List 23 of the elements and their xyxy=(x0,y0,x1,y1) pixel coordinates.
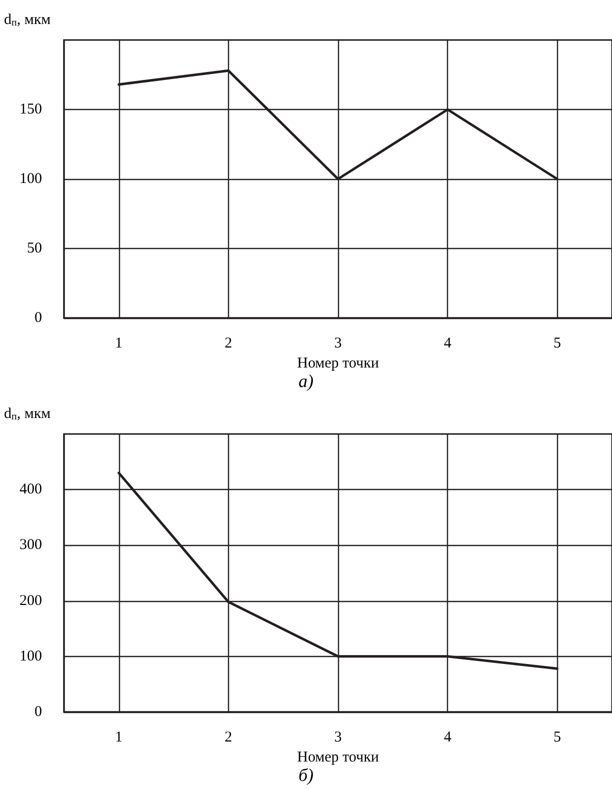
y-tick-label: 150 xyxy=(20,102,42,118)
x-tick-label: 4 xyxy=(444,336,452,352)
x-tick-label: 2 xyxy=(224,730,232,746)
x-tick-label: 2 xyxy=(224,336,232,352)
y-tick-label: 0 xyxy=(34,310,42,326)
text: б) xyxy=(298,765,314,785)
x-tick-label: 3 xyxy=(334,336,342,352)
x-tick-label: 5 xyxy=(553,336,561,352)
x-tick-label: 1 xyxy=(115,336,123,352)
y-tick-label: 200 xyxy=(20,592,42,609)
x-tick-label: 1 xyxy=(115,730,123,746)
text: а) xyxy=(298,371,314,391)
y-tick-label: 400 xyxy=(20,482,42,498)
y-tick-label: 0 xyxy=(34,704,42,720)
x-axis-title: Номер точки xyxy=(297,749,379,766)
y-tick-label: 100 xyxy=(20,648,42,664)
x-tick-label: 3 xyxy=(334,730,342,746)
x-tick-label: 4 xyxy=(444,730,452,746)
x-tick-label: 5 xyxy=(553,730,561,746)
y-tick-label: 300 xyxy=(20,537,42,554)
x-axis-title: Номер точки xyxy=(297,355,379,372)
y-tick-label: 100 xyxy=(20,171,42,187)
y-tick-label: 50 xyxy=(27,240,42,256)
